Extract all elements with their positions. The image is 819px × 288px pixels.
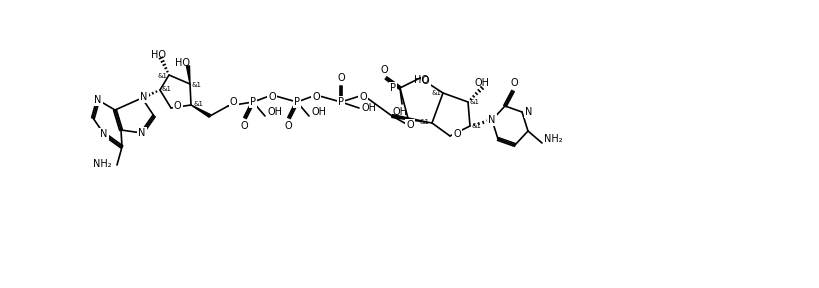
Text: OH: OH bbox=[392, 107, 408, 117]
Polygon shape bbox=[391, 115, 432, 123]
Text: OH: OH bbox=[267, 107, 282, 117]
Text: N: N bbox=[94, 95, 102, 105]
Text: O: O bbox=[312, 92, 319, 102]
Text: &1: &1 bbox=[162, 86, 172, 92]
Text: O: O bbox=[453, 129, 460, 139]
Text: OH: OH bbox=[311, 107, 326, 117]
Text: O: O bbox=[422, 76, 430, 86]
Text: &1: &1 bbox=[192, 82, 202, 88]
Text: &1: &1 bbox=[420, 119, 430, 125]
Text: O: O bbox=[230, 97, 238, 107]
Text: N: N bbox=[138, 128, 146, 138]
Text: O: O bbox=[337, 73, 345, 83]
Text: NH₂: NH₂ bbox=[544, 134, 563, 144]
Text: N: N bbox=[488, 115, 495, 125]
Text: O: O bbox=[380, 65, 388, 75]
Text: O: O bbox=[284, 121, 292, 131]
Text: N: N bbox=[100, 129, 107, 139]
Text: P: P bbox=[250, 97, 256, 107]
Text: HO: HO bbox=[152, 50, 166, 60]
Text: N: N bbox=[525, 107, 532, 117]
Text: P: P bbox=[390, 83, 396, 93]
Text: OH: OH bbox=[361, 103, 376, 113]
Text: &1: &1 bbox=[472, 123, 482, 129]
Polygon shape bbox=[191, 105, 210, 117]
Text: O: O bbox=[240, 121, 248, 131]
Text: &1: &1 bbox=[193, 101, 203, 107]
Text: O: O bbox=[360, 92, 367, 102]
Text: O: O bbox=[174, 101, 182, 111]
Text: O: O bbox=[268, 92, 276, 102]
Polygon shape bbox=[187, 66, 190, 84]
Text: N: N bbox=[140, 92, 147, 102]
Text: &1: &1 bbox=[470, 99, 480, 105]
Text: O: O bbox=[406, 120, 414, 130]
Text: &1: &1 bbox=[157, 73, 167, 79]
Text: P: P bbox=[338, 97, 344, 107]
Text: NH₂: NH₂ bbox=[93, 159, 112, 169]
Text: HO: HO bbox=[414, 75, 429, 85]
Text: OH: OH bbox=[474, 78, 490, 88]
Text: &1: &1 bbox=[431, 90, 441, 96]
Text: HO: HO bbox=[174, 58, 189, 68]
Text: O: O bbox=[510, 78, 518, 88]
Text: P: P bbox=[294, 97, 300, 107]
Text: N: N bbox=[140, 92, 147, 102]
